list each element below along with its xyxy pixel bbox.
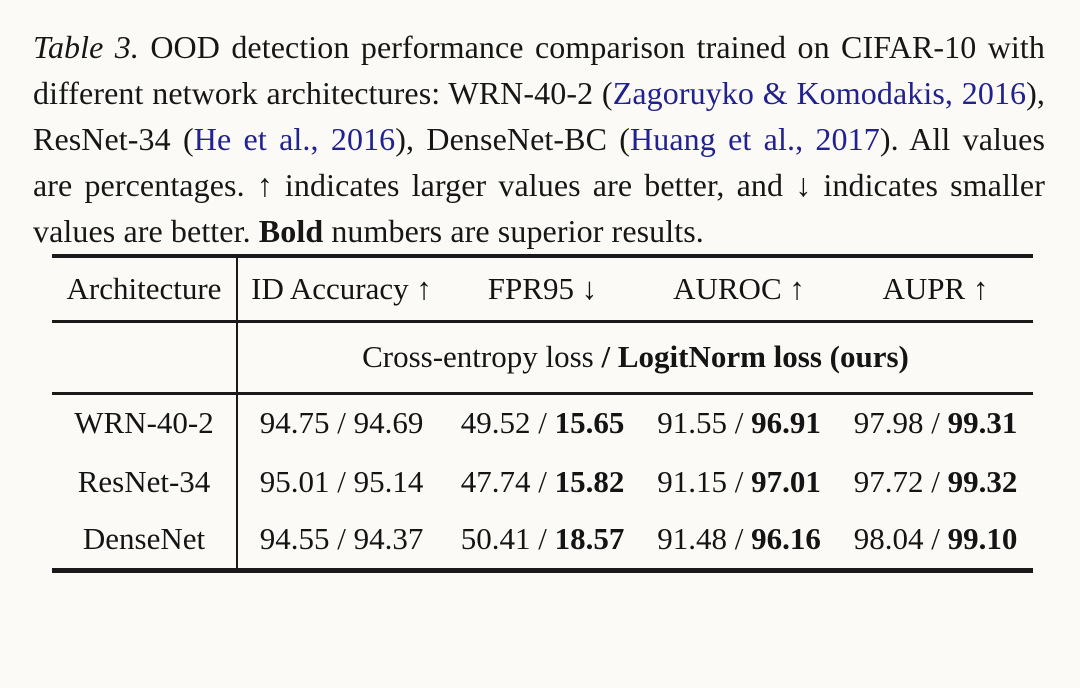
col-header-auroc: AUROC ↑ [640, 256, 838, 323]
caption-text: numbers are superior results. [323, 213, 704, 249]
cross-entropy-value: 50.41 [460, 521, 531, 557]
metric-cell: 95.01 / 95.14 [237, 452, 445, 511]
cross-entropy-label: Cross-entropy loss [362, 339, 602, 374]
logitnorm-value: 95.14 [353, 463, 424, 499]
metric-cell: 91.15 / 97.01 [640, 452, 838, 511]
cross-entropy-value: 95.01 [259, 463, 330, 499]
cross-entropy-value: 97.98 [853, 405, 924, 441]
cross-entropy-value: 98.04 [853, 521, 924, 557]
citation-link[interactable]: He et al., 2016 [193, 121, 396, 157]
caption-text: ). All values are percentages. ↑ indicat… [33, 121, 1045, 249]
metric-cell: 50.41 / 18.57 [445, 511, 640, 570]
logitnorm-value: 99.31 [947, 405, 1018, 441]
empty-architecture-cell [52, 321, 238, 395]
metric-cell: 49.52 / 15.65 [445, 393, 640, 452]
logitnorm-value: 99.32 [947, 463, 1018, 499]
cross-entropy-value: 94.75 [259, 405, 330, 441]
logitnorm-value: 15.82 [554, 463, 625, 499]
caption-text: ), ResNet-34 ( [33, 75, 1045, 157]
metric-cell: 91.48 / 96.16 [640, 511, 838, 570]
architecture-cell: ResNet-34 [52, 452, 238, 511]
citation-link[interactable]: Huang et al., 2017 [630, 121, 880, 157]
logitnorm-value: 99.10 [947, 521, 1018, 557]
value-separator: / [923, 521, 948, 557]
value-separator: / [726, 405, 752, 441]
loss-subheader-row: Cross-entropy loss / LogitNorm loss (our… [52, 321, 1033, 395]
metric-cell: 94.55 / 94.37 [237, 511, 445, 570]
table-row: ResNet-34 95.01 / 95.14 47.74 / 15.82 91.15… [52, 452, 1033, 511]
logitnorm-value: 18.57 [554, 521, 625, 557]
metric-cell: 94.75 / 94.69 [237, 393, 445, 452]
logitnorm-value: 94.37 [353, 521, 424, 557]
logitnorm-label: / LogitNorm loss (ours) [601, 339, 909, 374]
value-separator: / [530, 521, 555, 557]
col-header-architecture: Architecture [52, 256, 238, 323]
citation-link[interactable]: Zagoruyko & Komodakis, 2016 [612, 75, 1027, 111]
value-separator: / [923, 405, 948, 441]
loss-subheader: Cross-entropy loss / LogitNorm loss (our… [237, 321, 1033, 395]
metric-cell: 97.98 / 99.31 [838, 393, 1033, 452]
logitnorm-value: 94.69 [353, 405, 424, 441]
table-caption: Table 3. OOD detection performance compa… [33, 24, 1045, 254]
col-header-id-accuracy: ID Accuracy ↑ [237, 256, 445, 323]
caption-text: ), DenseNet-BC ( [395, 121, 631, 157]
architecture-cell: DenseNet [52, 511, 238, 570]
value-separator: / [923, 463, 948, 499]
value-separator: / [726, 521, 752, 557]
cross-entropy-value: 91.55 [657, 405, 727, 441]
metric-cell: 91.55 / 96.91 [640, 393, 838, 452]
value-separator: / [329, 405, 354, 441]
logitnorm-value: 97.01 [751, 463, 821, 499]
cross-entropy-value: 97.72 [853, 463, 924, 499]
metric-cell: 47.74 / 15.82 [445, 452, 640, 511]
value-separator: / [726, 463, 752, 499]
cross-entropy-value: 91.48 [657, 521, 727, 557]
caption-text: Bold [258, 213, 324, 249]
cross-entropy-value: 47.74 [460, 463, 531, 499]
metric-cell: 97.72 / 99.32 [838, 452, 1033, 511]
architecture-cell: WRN-40-2 [52, 393, 238, 452]
value-separator: / [530, 463, 555, 499]
metric-cell: 98.04 / 99.10 [838, 511, 1033, 570]
paper-table-figure: Table 3. OOD detection performance compa… [0, 24, 1080, 573]
table-row: WRN-40-2 94.75 / 94.69 49.52 / 15.65 91.55 … [52, 393, 1033, 452]
table-row: DenseNet 94.55 / 94.37 50.41 / 18.57 91.48 … [52, 511, 1033, 570]
logitnorm-value: 15.65 [554, 405, 625, 441]
cross-entropy-value: 94.55 [259, 521, 330, 557]
table-header-row: Architecture ID Accuracy ↑ FPR95 ↓ AUROC… [52, 256, 1033, 323]
value-separator: / [530, 405, 555, 441]
caption-text: Table 3. [33, 29, 139, 65]
col-header-aupr: AUPR ↑ [838, 256, 1033, 323]
value-separator: / [329, 463, 354, 499]
logitnorm-value: 96.16 [751, 521, 821, 557]
caption-text: OOD detection performance comparison tra… [33, 29, 1045, 111]
value-separator: / [329, 521, 354, 557]
results-table: Architecture ID Accuracy ↑ FPR95 ↓ AUROC… [52, 254, 1033, 573]
cross-entropy-value: 91.15 [657, 463, 727, 499]
col-header-fpr95: FPR95 ↓ [445, 256, 640, 323]
logitnorm-value: 96.91 [751, 405, 821, 441]
cross-entropy-value: 49.52 [460, 405, 531, 441]
